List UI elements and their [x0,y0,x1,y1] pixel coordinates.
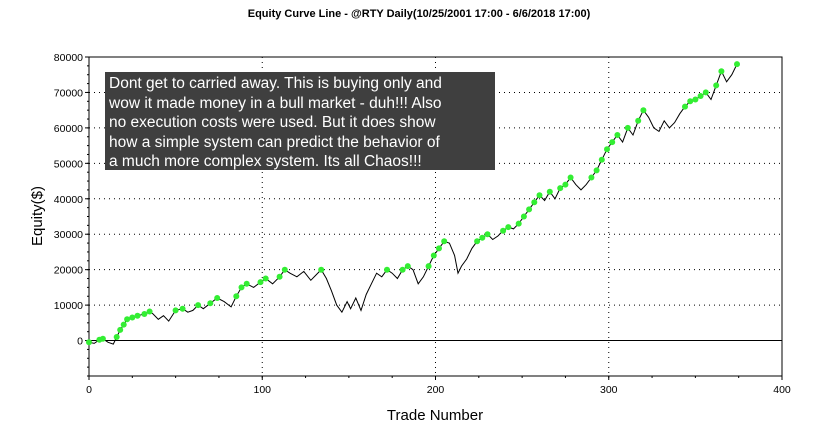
new-high-marker [609,139,616,146]
new-high-marker [718,68,725,75]
new-high-marker [598,156,605,163]
new-high-marker [430,252,437,259]
new-high-marker [243,280,250,287]
new-high-marker [238,284,245,291]
new-high-marker [384,266,390,273]
new-high-marker [404,263,411,270]
y-tick-label: 50000 [54,158,83,170]
new-high-marker [479,234,486,241]
new-high-marker [214,295,221,301]
new-high-marker [99,335,106,342]
new-high-marker [692,96,699,103]
equity-curve-line [88,63,738,345]
new-high-marker [262,275,269,282]
new-high-marker [624,124,631,131]
new-high-marker [129,314,136,321]
new-high-marker [195,302,202,309]
y-tick-label: 0 [77,336,83,348]
new-high-marker [500,227,507,234]
new-high-marker [515,220,522,227]
new-high-marker [281,266,288,273]
new-high-marker [562,181,569,188]
annotation-line: how a simple system can predict the beha… [109,133,440,151]
new-high-marker [682,103,688,110]
new-high-marker [557,185,564,192]
new-high-marker [474,238,481,245]
new-high-marker [604,146,610,153]
annotation-line: no execution costs were used. But it doe… [109,114,436,131]
new-high-marker [640,107,647,114]
new-high-marker [113,334,120,340]
new-high-marker [120,321,127,328]
new-high-marker [124,316,131,323]
new-high-marker [257,279,264,286]
x-tick-label: 0 [86,384,92,396]
axes: 0 10000 20000 30000 40000 50000 60000 70000 8000… [54,52,791,396]
y-tick-label: 60000 [54,123,83,135]
new-high-marker [276,273,283,280]
new-high-marker [702,89,709,96]
new-high-marker [536,192,543,199]
y-tick-label: 10000 [54,300,83,312]
annotation-line: a much more complex system. Its all Chao… [109,153,422,170]
new-high-marker [697,93,704,99]
x-tick-label: 100 [253,384,271,396]
y-tick-label: 20000 [54,265,83,277]
y-tick-label: 40000 [54,194,83,206]
x-tick-label: 400 [773,384,791,396]
new-high-marker [318,266,325,273]
annotation-line: wow it made money in a bull market - duh… [109,94,442,112]
new-high-marker [441,238,448,245]
new-high-marker [141,311,148,317]
x-tick-label: 200 [427,384,445,396]
y-tick-label: 70000 [54,87,83,99]
new-high-marker [588,174,595,181]
new-high-marker [484,231,491,238]
new-high-marker [567,174,574,181]
new-high-marker [399,266,406,273]
new-high-marker [713,82,720,89]
y-axis-title: Equity($) [29,186,46,246]
chart-title: Equity Curve Line - @RTY Daily(10/25/200… [247,8,591,20]
new-high-marker [635,117,642,124]
annotation-box: Dont get to carried away. This is buying… [105,72,495,170]
new-high-marker [505,224,512,231]
new-high-marker [436,245,442,252]
new-high-marker [207,300,214,307]
y-tick-label: 80000 [54,52,83,64]
new-high-marker [526,206,533,213]
new-high-marker [520,213,527,220]
new-high-marker [179,305,186,312]
new-high-marker [593,167,600,174]
new-high-marker [614,132,621,138]
new-high-marker [86,339,92,346]
new-high-marker [425,263,432,270]
new-high-marker [172,307,179,314]
new-high-marker [546,188,553,195]
new-high-marker [734,61,740,68]
annotation-line: Dont get to carried away. This is buying… [109,75,442,92]
x-axis-title: Trade Number [387,407,483,424]
y-tick-label: 30000 [54,229,83,241]
new-high-marker [134,312,141,319]
new-high-marker [687,98,694,105]
new-high-marker [531,199,538,206]
new-high-markers [86,61,740,346]
new-high-marker [117,326,124,333]
x-tick-label: 300 [600,384,618,396]
new-high-marker [146,308,153,315]
new-high-marker [233,293,240,300]
